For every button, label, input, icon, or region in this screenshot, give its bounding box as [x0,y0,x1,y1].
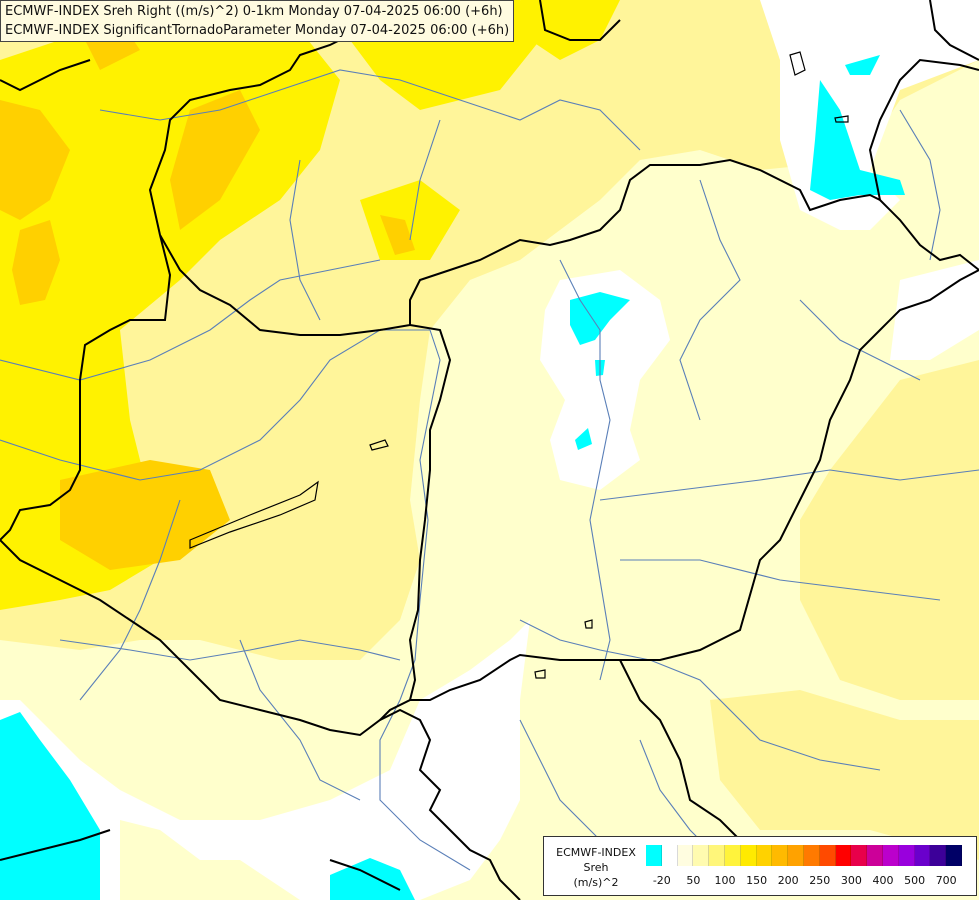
cyan-area-3 [570,292,630,345]
legend-title: ECMWF-INDEX Sreh (m/s)^2 [548,845,644,890]
legend-swatch [946,845,962,866]
legend-swatch [693,845,710,866]
white-area-east [890,260,979,360]
color-legend: ECMWF-INDEX Sreh (m/s)^2 -20 50 100 150 200 2… [543,836,977,896]
legend-tick-label: -20 [652,874,671,887]
title-line-1: ECMWF-INDEX Sreh Right ((m/s)^2) 0-1km M… [5,4,503,19]
legend-tick-label: 500 [904,874,926,887]
legend-tick-label: 400 [872,874,894,887]
legend-tick-label: 200 [777,874,799,887]
cyan-area-7 [330,858,415,900]
legend-tick-label: 250 [809,874,831,887]
legend-tick-label: 700 [935,874,957,887]
shade-mid-east [800,360,979,700]
map-title-box: ECMWF-INDEX Sreh Right ((m/s)^2) 0-1km M… [0,0,514,42]
legend-swatch [756,845,773,866]
cyan-area-5 [575,428,592,450]
legend-swatch [724,845,741,866]
shade-orange-1 [0,100,70,220]
legend-swatch [882,845,899,866]
legend-swatch [835,845,852,866]
shade-orange-4 [60,460,230,570]
legend-tick-label: 150 [746,874,768,887]
shade-orange-3 [170,90,260,230]
legend-tick-label: 100 [714,874,736,887]
legend-swatch [851,845,868,866]
legend-title-line-1: ECMWF-INDEX [556,846,636,859]
shade-yellow-center [360,180,460,260]
legend-swatch [709,845,725,866]
shade-orange-2 [12,220,60,305]
legend-swatch [819,845,836,866]
legend-swatch [661,845,678,866]
legend-swatch [788,845,804,866]
legend-swatch [930,845,947,866]
legend-swatch [803,845,820,866]
legend-swatch [867,845,883,866]
legend-swatch [646,845,662,866]
shade-yellow-top [520,0,620,60]
legend-tick-label: 50 [686,874,701,887]
cyan-area-2 [845,55,880,75]
legend-tick-label: 300 [840,874,862,887]
legend-swatch [740,845,757,866]
legend-swatch [914,845,931,866]
cyan-area-1 [810,80,905,200]
shade-mid-southeast [710,690,979,860]
legend-swatch [898,845,915,866]
shade-yellow-west [0,10,340,610]
title-line-2: ECMWF-INDEX SignificantTornadoParameter … [5,23,510,38]
white-area-south [0,620,530,900]
legend-swatch-row [646,845,962,866]
legend-title-line-2: Sreh [583,861,609,874]
legend-swatch [772,845,789,866]
legend-title-line-3: (m/s)^2 [573,876,619,889]
shade-orange-5 [380,215,415,255]
lakes [189,51,849,679]
legend-swatch [677,845,694,866]
river-lines [0,69,979,871]
